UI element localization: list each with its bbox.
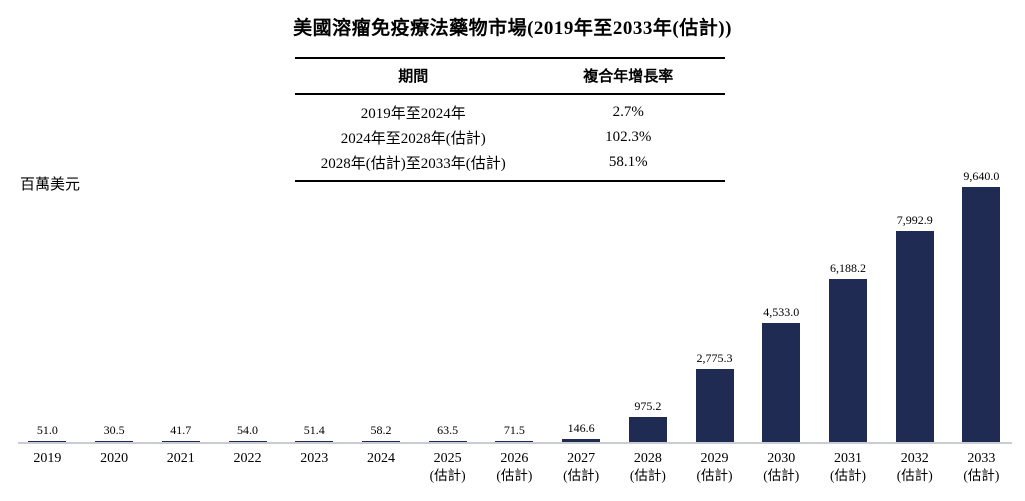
bar-column-2021: 41.7 xyxy=(147,160,214,443)
estimate-sublabel: (估計) xyxy=(829,468,866,483)
cagr-cell: 58.1% xyxy=(608,154,648,170)
bar-2032 xyxy=(895,231,934,443)
period-cell: 2028年(估計)至2033年(估計) xyxy=(320,156,506,172)
x-axis-label-2032: 2032 (估計) xyxy=(881,450,948,484)
estimate-sublabel: (估計) xyxy=(963,468,1000,483)
table-row: 2019年至2024年 2.7% xyxy=(295,94,725,125)
bar-column-2026: 71.5 xyxy=(481,160,548,443)
x-axis-label-2029: 2029 (估計) xyxy=(681,450,748,484)
x-axis-label-2019: 2019 xyxy=(14,450,81,484)
y-axis-unit-label: 百萬美元 xyxy=(20,177,81,193)
bar-value-label: 54.0 xyxy=(237,423,259,437)
bar-value-label: 71.5 xyxy=(503,423,525,437)
bar-value-label: 2,775.3 xyxy=(696,351,733,365)
year-label: 2023 xyxy=(300,451,329,466)
estimate-sublabel: (估計) xyxy=(896,468,933,483)
cagr-cell: 102.3% xyxy=(605,129,652,145)
x-axis-label-2022: 2022 xyxy=(214,450,281,484)
bar-column-2029: 2,775.3 xyxy=(681,160,748,443)
bar-chart-area: 51.0 30.5 41.7 54.0 51.4 58.2 63.5 71.5 146.6 975… xyxy=(14,160,1015,443)
estimate-sublabel: (估計) xyxy=(496,468,533,483)
bar-value-label: 30.5 xyxy=(103,423,125,437)
bar-value-label: 9,640.0 xyxy=(963,169,1000,183)
estimate-sublabel: (估計) xyxy=(763,468,800,483)
bar-column-2032: 7,992.9 xyxy=(881,160,948,443)
period-cell: 2024年至2028年(估計) xyxy=(340,131,486,147)
bar-value-label: 975.2 xyxy=(634,399,662,413)
estimate-sublabel: (估計) xyxy=(629,468,666,483)
year-label: 2028 xyxy=(633,451,662,466)
x-axis-label-2025: 2025 (估計) xyxy=(414,450,481,484)
bar-column-2030: 4,533.0 xyxy=(748,160,815,443)
x-axis-label-2028: 2028 (估計) xyxy=(614,450,681,484)
x-axis-line xyxy=(18,442,1012,444)
year-label: 2030 xyxy=(767,451,796,466)
bar-2030 xyxy=(762,323,801,443)
x-axis-label-2023: 2023 xyxy=(281,450,348,484)
year-label: 2031 xyxy=(833,451,862,466)
bar-2033 xyxy=(962,187,1001,443)
x-axis-label-2030: 2030 (估計) xyxy=(748,450,815,484)
cagr-cell: 2.7% xyxy=(612,104,644,120)
bar-2027 xyxy=(562,439,601,443)
year-label: 2032 xyxy=(900,451,929,466)
estimate-sublabel: (估計) xyxy=(696,468,733,483)
x-axis-label-2031: 2031 (估計) xyxy=(815,450,882,484)
bar-value-label: 7,992.9 xyxy=(896,213,933,227)
chart-title: 美國溶瘤免疫療法藥物市場(2019年至2033年(估計)) xyxy=(293,18,732,39)
bar-2029 xyxy=(695,369,734,443)
bar-column-2022: 54.0 xyxy=(214,160,281,443)
year-label: 2027 xyxy=(567,451,596,466)
bar-column-2019: 51.0 xyxy=(14,160,81,443)
year-label: 2025 xyxy=(433,451,462,466)
cagr-table-header-period: 期間 xyxy=(295,58,532,95)
year-label: 2019 xyxy=(33,451,62,466)
bar-column-2027: 146.6 xyxy=(548,160,615,443)
estimate-sublabel: (估計) xyxy=(563,468,600,483)
year-label: 2033 xyxy=(967,451,996,466)
year-label: 2026 xyxy=(500,451,529,466)
bar-value-label: 58.2 xyxy=(370,423,392,437)
cagr-table-header-row: 期間 複合年增長率 xyxy=(295,58,725,95)
period-cell: 2019年至2024年 xyxy=(360,106,466,122)
x-axis-label-2033: 2033 (估計) xyxy=(948,450,1015,484)
estimate-sublabel: (估計) xyxy=(429,468,466,483)
bar-column-2033: 9,640.0 xyxy=(948,160,1015,443)
bar-column-2025: 63.5 xyxy=(414,160,481,443)
bar-value-label: 51.0 xyxy=(36,423,58,437)
bar-column-2024: 58.2 xyxy=(348,160,415,443)
table-row: 2024年至2028年(估計) 102.3% xyxy=(295,125,725,150)
bar-2028 xyxy=(628,417,667,443)
bar-value-label: 4,533.0 xyxy=(763,305,800,319)
x-axis-label-2024: 2024 xyxy=(348,450,415,484)
bar-value-label: 146.6 xyxy=(567,421,595,435)
year-label: 2021 xyxy=(166,451,195,466)
x-axis-labels: 2019 2020 2021 2022 2023 2024 2025 (估計) 2026 (估計)… xyxy=(14,450,1015,484)
x-axis-label-2026: 2026 (估計) xyxy=(481,450,548,484)
cagr-table-header-cagr: 複合年增長率 xyxy=(531,58,725,95)
year-label: 2022 xyxy=(233,451,262,466)
x-axis-label-2027: 2027 (估計) xyxy=(548,450,615,484)
bar-value-label: 41.7 xyxy=(170,423,192,437)
bar-2031 xyxy=(828,279,867,443)
year-label: 2024 xyxy=(366,451,395,466)
bar-column-2023: 51.4 xyxy=(281,160,348,443)
bar-value-label: 51.4 xyxy=(303,423,325,437)
bar-column-2020: 30.5 xyxy=(81,160,148,443)
year-label: 2029 xyxy=(700,451,729,466)
bar-column-2031: 6,188.2 xyxy=(815,160,882,443)
bar-value-label: 6,188.2 xyxy=(829,261,866,275)
bar-value-label: 63.5 xyxy=(437,423,459,437)
x-axis-label-2021: 2021 xyxy=(147,450,214,484)
bar-column-2028: 975.2 xyxy=(614,160,681,443)
cagr-table: 期間 複合年增長率 2019年至2024年 2.7% 2024年至2028年(估… xyxy=(295,57,725,182)
x-axis-label-2020: 2020 xyxy=(81,450,148,484)
year-label: 2020 xyxy=(100,451,129,466)
table-row: 2028年(估計)至2033年(估計) 58.1% xyxy=(295,150,725,181)
